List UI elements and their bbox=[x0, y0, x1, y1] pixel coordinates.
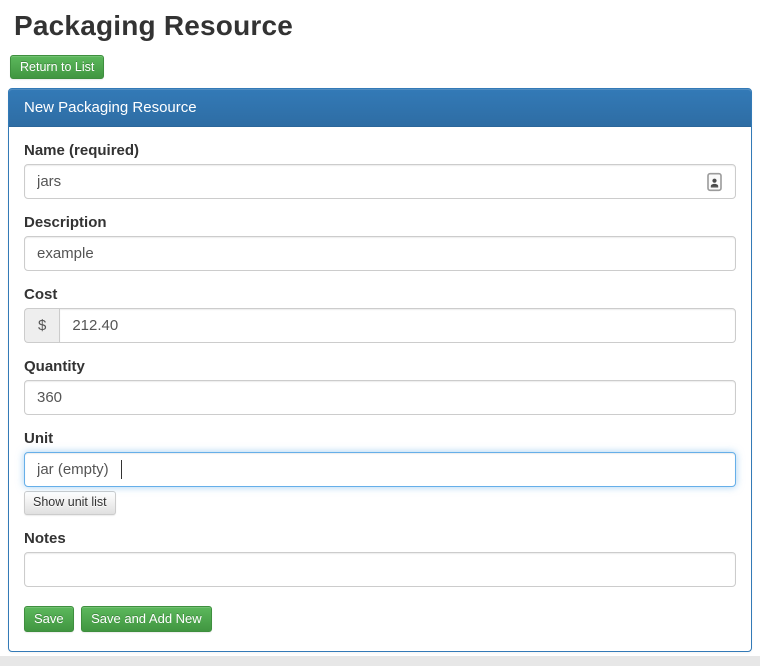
return-to-list-button[interactable]: Return to List bbox=[10, 55, 105, 80]
form-group-notes: Notes bbox=[24, 530, 736, 587]
unit-label: Unit bbox=[24, 430, 54, 448]
panel-body: Name (required) Description bbox=[9, 127, 751, 651]
unit-input[interactable] bbox=[24, 452, 736, 488]
cost-label: Cost bbox=[24, 286, 58, 304]
form-group-cost: Cost $ bbox=[24, 286, 736, 344]
page-title: Packaging Resource bbox=[14, 10, 294, 41]
show-unit-list-button[interactable]: Show unit list bbox=[24, 491, 116, 515]
save-button[interactable]: Save bbox=[24, 605, 74, 632]
form-group-name: Name (required) bbox=[24, 142, 736, 200]
form-group-unit: Unit Show unit list bbox=[24, 430, 736, 515]
description-input[interactable] bbox=[24, 236, 736, 272]
notes-label: Notes bbox=[24, 529, 66, 547]
new-packaging-resource-panel: New Packaging Resource Name (required) bbox=[8, 88, 752, 652]
quantity-input[interactable] bbox=[24, 380, 736, 416]
name-input[interactable] bbox=[24, 164, 736, 200]
autofill-icon[interactable] bbox=[707, 172, 722, 191]
save-and-add-new-button[interactable]: Save and Add New bbox=[81, 605, 212, 632]
currency-addon: $ bbox=[24, 308, 60, 344]
name-label: Name (required) bbox=[24, 142, 140, 160]
form-actions: Save Save and Add New bbox=[24, 605, 736, 632]
notes-input[interactable] bbox=[24, 551, 736, 587]
form-group-quantity: Quantity bbox=[24, 358, 736, 416]
cost-input[interactable] bbox=[59, 308, 736, 344]
text-cursor bbox=[121, 460, 122, 480]
page-bottom-strip bbox=[0, 656, 760, 666]
page-container: Packaging Resource Return to List New Pa… bbox=[8, 10, 752, 652]
quantity-label: Quantity bbox=[24, 358, 85, 376]
description-label: Description bbox=[24, 214, 107, 232]
panel-heading: New Packaging Resource bbox=[9, 89, 751, 128]
form-group-description: Description bbox=[24, 214, 736, 272]
